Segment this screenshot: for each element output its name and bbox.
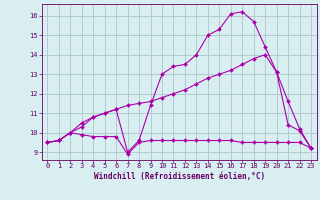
X-axis label: Windchill (Refroidissement éolien,°C): Windchill (Refroidissement éolien,°C) [94, 172, 265, 181]
